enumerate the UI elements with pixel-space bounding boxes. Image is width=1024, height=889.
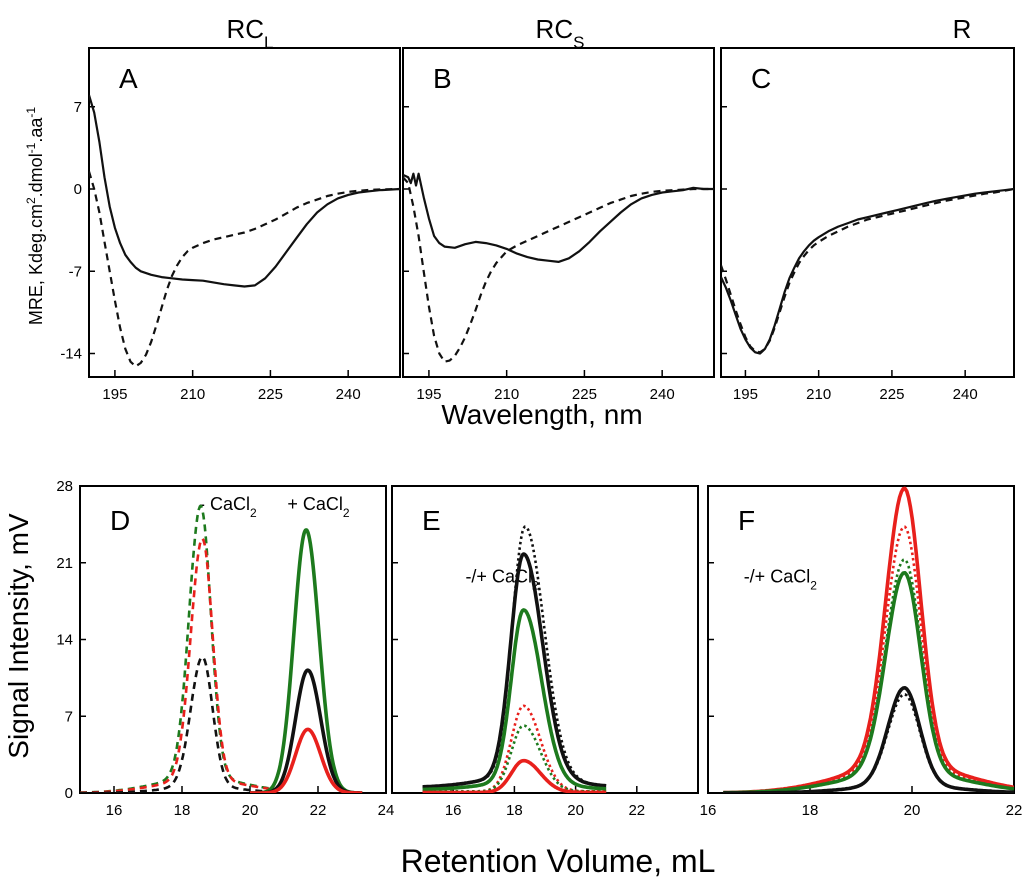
x-tick-label: 16 [700,802,717,819]
top-y-axis-label: MRE, Kdeg.cm2.dmol-1.aa-1 [24,107,46,325]
x-tick-label: 240 [650,386,675,403]
x-tick-label: 16 [445,802,462,819]
x-tick-label: 20 [242,802,259,819]
x-tick-label: 210 [806,386,831,403]
panel-C-frame [720,47,1015,378]
peak-green-solid [421,608,607,792]
x-tick-label: 18 [174,802,191,819]
y-tick-label: 21 [56,555,73,572]
peak-green-dashed [80,504,275,793]
x-tick-label: 195 [416,386,441,403]
x-tick-label: 22 [310,802,327,819]
y-tick-label: 0 [74,181,82,198]
series-line-solid [89,94,400,288]
peak-red-solid [421,758,607,793]
panel-letter: E [422,505,441,536]
peak-green-solid [723,571,1014,793]
panel-E: 16 18 20 22 E -/+ CaCl2 [391,485,699,819]
annotation-label: - CaCl2 [199,494,257,520]
y-tick-label: -7 [69,263,82,280]
peak-red-dashed [80,537,274,793]
x-tick-label: 22 [628,802,645,819]
panel-B-frame [402,47,715,378]
x-tick-label: 225 [258,386,283,403]
bottom-y-axis-label: Signal Intensity, mV [3,513,34,759]
x-tick-label: 20 [567,802,584,819]
series-line-dashed [89,171,400,368]
panel-A-frame [88,47,401,378]
panel-title: RCL [226,14,273,52]
x-tick-label: 210 [494,386,519,403]
y-tick-label: 28 [56,478,73,495]
panel-letter: B [433,63,452,94]
peak-green-solid [248,528,364,793]
annotation-label: -/+ CaCl2 [744,566,818,592]
x-tick-label: 195 [102,386,127,403]
plot-area [80,504,364,793]
panel-F: 16 18 20 22 F -/+ CaCl2 [700,485,1023,819]
x-tick-label: 18 [506,802,523,819]
peak-red-solid [248,727,364,793]
panel-letter: A [119,63,138,94]
y-tick-label: 14 [56,632,73,649]
panel-C: 195 210 225 240 C R [720,14,1015,403]
plot-area [89,94,400,368]
x-tick-label: 225 [572,386,597,403]
series-line-solid [721,187,1014,355]
peak-black-dashed [80,655,274,793]
x-tick-label: 210 [180,386,205,403]
annotation-label: + CaCl2 [287,494,350,520]
panel-title: RCS [536,14,585,52]
x-tick-label: 240 [336,386,361,403]
series-line-dashed [403,176,714,363]
plot-area [721,187,1014,355]
plot-area [421,525,607,793]
x-tick-label: 240 [953,386,978,403]
annotation-label: -/+ CaCl2 [465,566,539,592]
plot-area [723,486,1014,793]
y-tick-label: 0 [65,785,73,802]
y-tick-label: 7 [65,708,73,725]
x-tick-label: 225 [879,386,904,403]
panel-letter: F [738,505,755,536]
peak-black-dotted [723,693,1014,793]
x-tick-label: 22 [1006,802,1023,819]
bottom-x-axis-label: Retention Volume, mL [401,843,716,879]
panel-letter: C [751,63,771,94]
top-x-axis-label: Wavelength, nm [441,399,642,430]
x-tick-label: 16 [106,802,123,819]
x-tick-label: 24 [378,802,395,819]
y-tick-label: 7 [74,99,82,116]
panel-title: R [953,14,972,44]
peak-black-solid [421,552,607,789]
peak-green-dotted [422,724,607,793]
panel-B: 195 210 225 240 B RCS [402,14,715,403]
x-tick-label: 195 [733,386,758,403]
y-tick-label: -14 [60,346,82,363]
panel-A: 195 210 225 240 7 0 -7 -14 A RCL [60,14,401,403]
series-line-solid [403,172,714,263]
peak-red-dotted [723,525,1014,793]
x-tick-label: 20 [904,802,921,819]
panel-letter: D [110,505,130,536]
plot-area [403,172,714,363]
peak-green-dotted [723,558,1014,793]
panel-D: 16 18 20 22 24 28 21 14 7 0 D - CaCl2 + CaCl2 [56,478,394,819]
series-line-dashed [721,187,1014,354]
x-tick-label: 18 [802,802,819,819]
